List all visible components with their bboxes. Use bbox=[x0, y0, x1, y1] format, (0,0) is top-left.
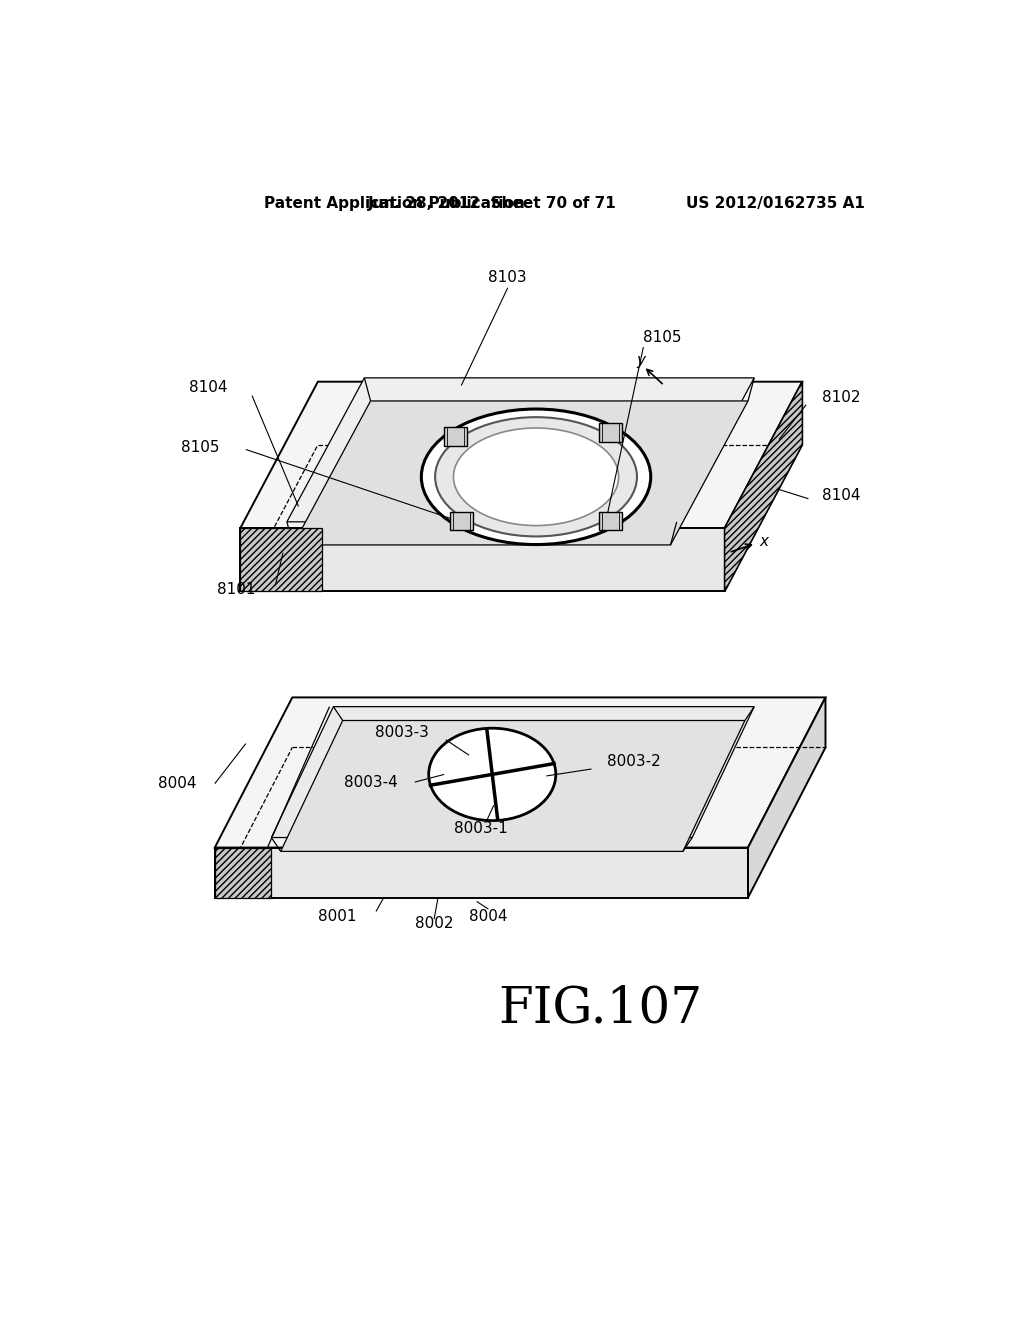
Ellipse shape bbox=[454, 428, 618, 525]
Polygon shape bbox=[281, 721, 744, 851]
Bar bbox=[599, 424, 623, 442]
Text: Patent Application Publication: Patent Application Publication bbox=[263, 195, 524, 211]
Text: 8105: 8105 bbox=[181, 440, 219, 454]
Text: FIG.107: FIG.107 bbox=[499, 985, 702, 1034]
Polygon shape bbox=[287, 378, 755, 521]
Text: Jun. 28, 2012  Sheet 70 of 71: Jun. 28, 2012 Sheet 70 of 71 bbox=[368, 195, 616, 211]
Text: 8102: 8102 bbox=[821, 389, 860, 405]
Bar bbox=[599, 512, 623, 531]
Bar bbox=[443, 428, 467, 446]
Polygon shape bbox=[241, 528, 725, 591]
Polygon shape bbox=[748, 697, 825, 898]
Text: 8004: 8004 bbox=[469, 909, 508, 924]
Polygon shape bbox=[725, 381, 802, 591]
Ellipse shape bbox=[429, 729, 556, 821]
Ellipse shape bbox=[435, 417, 637, 536]
Text: 8105: 8105 bbox=[643, 330, 682, 345]
Bar bbox=[450, 512, 473, 531]
Text: 8104: 8104 bbox=[188, 380, 227, 396]
Text: 8001: 8001 bbox=[318, 909, 356, 924]
Polygon shape bbox=[241, 381, 802, 528]
Polygon shape bbox=[215, 847, 748, 898]
Text: 8101: 8101 bbox=[217, 582, 256, 597]
Polygon shape bbox=[215, 697, 825, 847]
Text: 8002: 8002 bbox=[415, 916, 454, 931]
Text: 8004: 8004 bbox=[158, 776, 197, 791]
Polygon shape bbox=[215, 847, 271, 898]
Ellipse shape bbox=[421, 409, 650, 545]
Polygon shape bbox=[725, 381, 802, 591]
Polygon shape bbox=[271, 706, 755, 837]
Text: y: y bbox=[637, 352, 645, 368]
Text: x: x bbox=[759, 533, 768, 549]
Text: 8003-1: 8003-1 bbox=[454, 821, 508, 836]
Polygon shape bbox=[241, 528, 322, 591]
Text: 8003-2: 8003-2 bbox=[607, 754, 660, 768]
Text: 8103: 8103 bbox=[488, 271, 527, 285]
Polygon shape bbox=[293, 401, 748, 545]
Text: 8104: 8104 bbox=[822, 488, 861, 503]
Text: 8003-3: 8003-3 bbox=[375, 725, 429, 739]
Text: US 2012/0162735 A1: US 2012/0162735 A1 bbox=[686, 195, 865, 211]
Text: 8003-4: 8003-4 bbox=[344, 775, 397, 789]
